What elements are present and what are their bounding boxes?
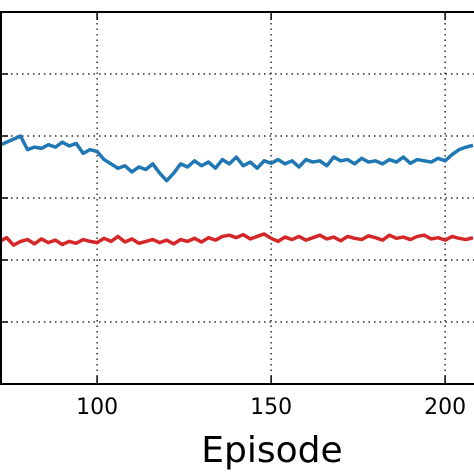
x-tick-label: 150 — [250, 395, 292, 420]
x-tick-label: 200 — [424, 395, 466, 420]
x-axis-label: Episode — [201, 430, 342, 471]
x-tick-label: 100 — [76, 395, 118, 420]
data-line — [0, 134, 474, 183]
data-line — [0, 232, 474, 247]
